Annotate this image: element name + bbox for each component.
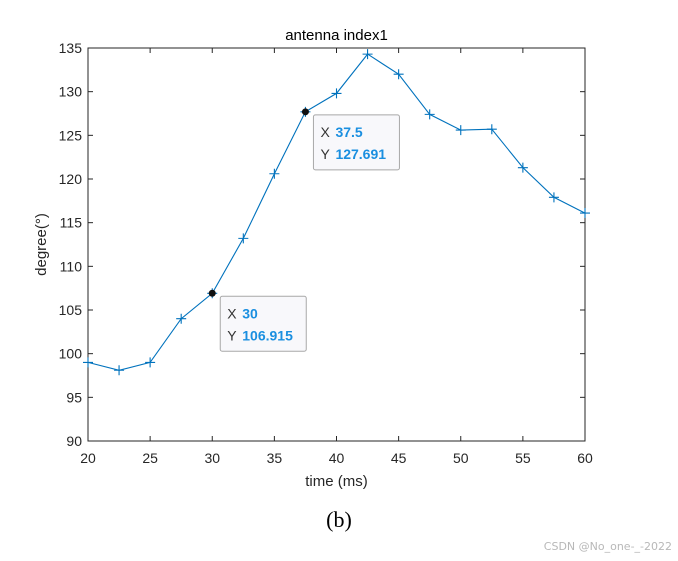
y-tick-label: 120 <box>59 171 83 187</box>
data-point-marker <box>362 49 373 60</box>
datatip-box <box>219 295 307 352</box>
y-tick-label: 110 <box>60 258 83 274</box>
y-tick-label: 130 <box>59 84 83 100</box>
data-point-marker <box>145 357 156 368</box>
data-point-marker <box>393 69 404 80</box>
data-point-marker <box>176 313 187 324</box>
y-tick-label: 115 <box>60 215 83 231</box>
data-point-marker <box>83 357 93 368</box>
x-tick-label: 55 <box>515 450 531 466</box>
datatip-y-value: 106.915 <box>242 327 293 343</box>
plot-area <box>87 47 586 442</box>
datatip-anchor[interactable] <box>301 108 309 116</box>
datatip[interactable]: X 37.5 Y 127.691 <box>312 114 400 171</box>
chart-title: antenna index1 <box>285 27 388 44</box>
data-point-marker <box>548 192 559 203</box>
datatip-x-label: X <box>320 124 330 140</box>
x-tick-label: 30 <box>204 450 220 466</box>
x-tick-label: 45 <box>391 450 407 466</box>
y-tick-label: 95 <box>66 389 82 405</box>
data-point-marker <box>269 168 280 179</box>
x-tick-label: 50 <box>453 450 469 466</box>
data-point-marker <box>455 125 466 136</box>
data-point-marker <box>580 208 590 219</box>
datatip-anchor[interactable] <box>208 289 216 297</box>
line-chart: 20 25 30 35 40 45 50 55 60 90 95 100 105 110 115 120 125… <box>33 27 593 490</box>
x-tick-label: 25 <box>142 450 158 466</box>
y-tick-label: 90 <box>66 433 82 449</box>
y-tick-label: 100 <box>59 346 83 362</box>
datatip-y-value: 127.691 <box>335 146 386 162</box>
y-tick-label: 125 <box>59 127 83 143</box>
y-tick-label: 135 <box>59 40 83 56</box>
x-axis-label: time (ms) <box>305 473 368 490</box>
data-point-marker <box>517 162 528 173</box>
x-tick-label: 20 <box>80 450 96 466</box>
datatip-y-label: Y <box>320 146 330 162</box>
data-point-marker <box>114 365 125 376</box>
datatip-x-value: 30 <box>242 305 258 321</box>
datatip-box <box>312 114 400 171</box>
datatip-x-value: 37.5 <box>335 124 362 140</box>
data-point-marker <box>486 124 497 135</box>
y-axis-label: degree(°) <box>33 213 50 276</box>
x-tick-label: 40 <box>329 450 345 466</box>
y-tick-label: 105 <box>59 302 83 318</box>
x-tick-label: 60 <box>577 450 593 466</box>
data-point-marker <box>424 109 435 120</box>
watermark: CSDN @No_one-_-2022 <box>543 540 672 553</box>
x-tick-label: 35 <box>267 450 283 466</box>
figure-caption: (b) <box>326 507 352 532</box>
datatip-x-label: X <box>227 305 237 321</box>
data-point-marker <box>238 233 249 244</box>
data-point-marker <box>331 88 342 99</box>
datatip-y-label: Y <box>227 327 237 343</box>
datatip[interactable]: X 30 Y 106.915 <box>219 295 307 352</box>
